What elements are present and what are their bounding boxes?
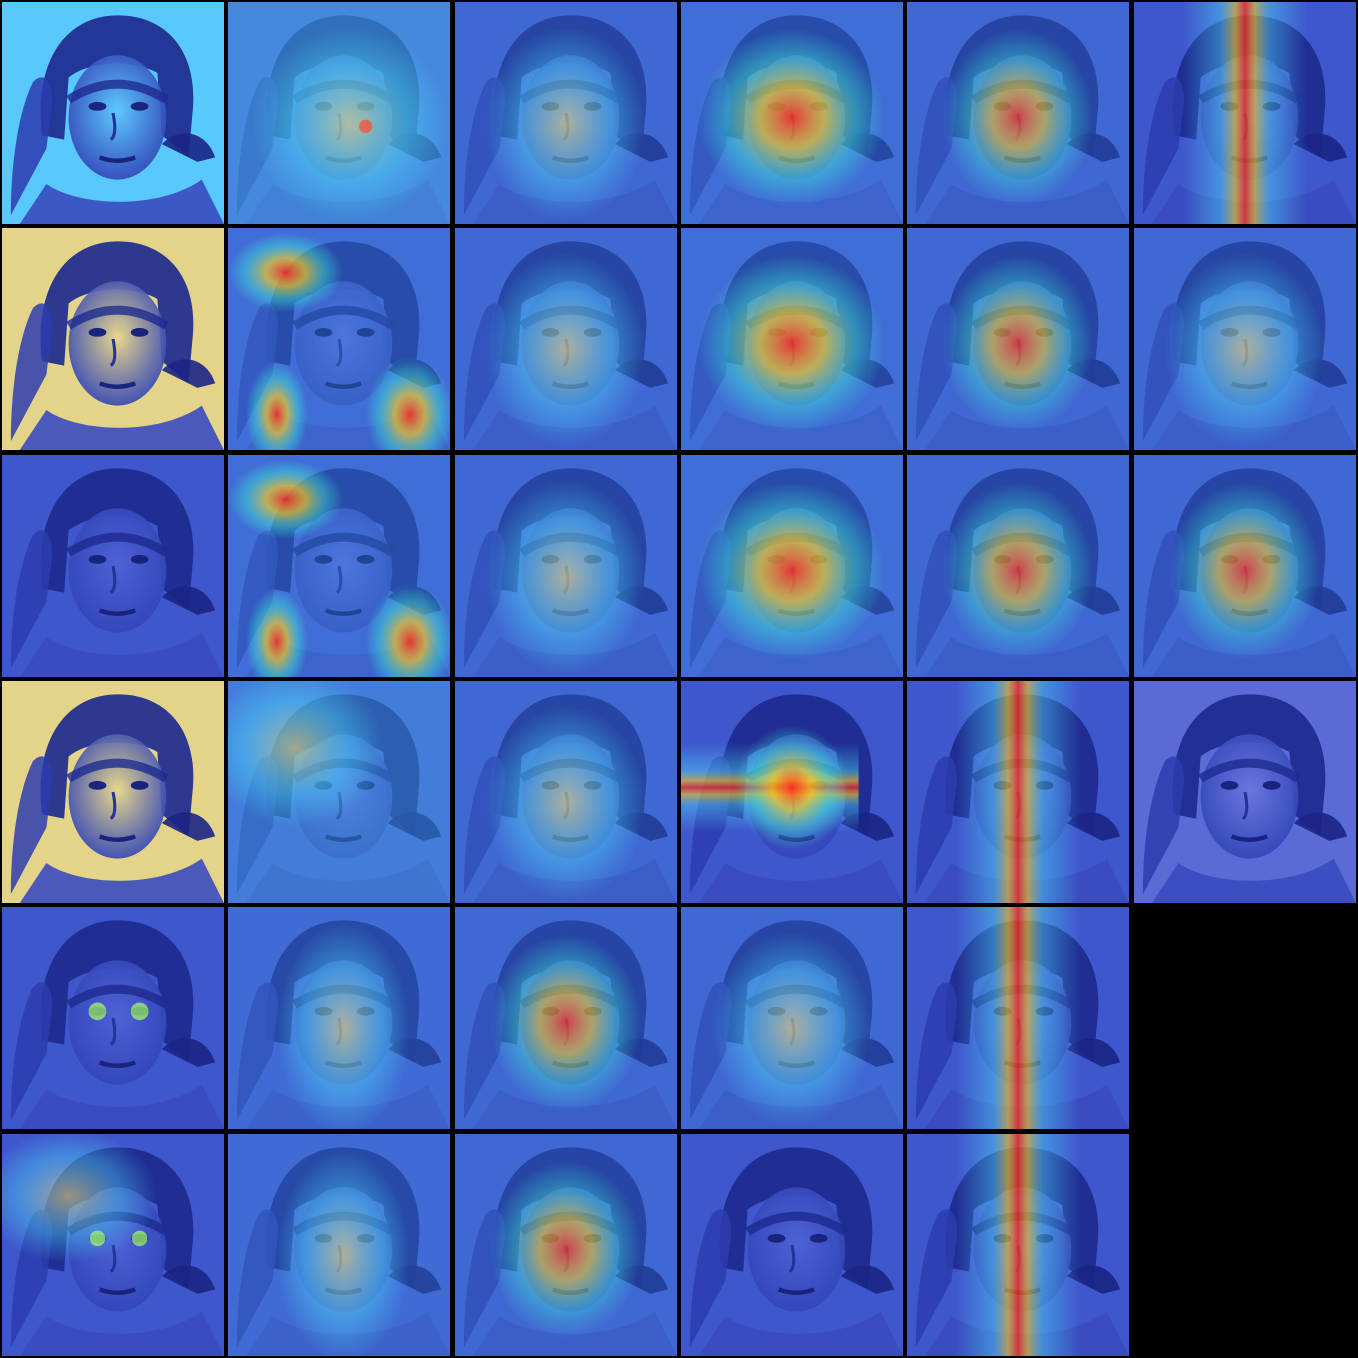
face-saliency-image (907, 681, 1129, 903)
heatmap-tile (228, 2, 450, 224)
heatmap-tile (228, 681, 450, 903)
face-saliency-image (2, 228, 224, 450)
heatmap-tile (2, 681, 224, 903)
heatmap-tile (681, 228, 903, 450)
heatmap-tile (228, 1134, 450, 1356)
face-saliency-image (228, 681, 450, 903)
face-saliency-image (228, 228, 450, 450)
face-saliency-image (2, 2, 224, 224)
face-saliency-image (228, 455, 450, 677)
face-saliency-image (907, 2, 1129, 224)
face-saliency-image (228, 907, 450, 1129)
heatmap-tile (907, 907, 1129, 1129)
heatmap-tile (455, 1134, 677, 1356)
heatmap-tile (1134, 2, 1356, 224)
heatmap-tile (907, 681, 1129, 903)
face-saliency-image (455, 228, 677, 450)
face-saliency-image (455, 907, 677, 1129)
face-saliency-image (2, 681, 224, 903)
heatmap-tile (455, 455, 677, 677)
face-saliency-image (1134, 228, 1356, 450)
face-saliency-image (2, 907, 224, 1129)
heatmap-tile (681, 1134, 903, 1356)
heatmap-tile (681, 455, 903, 677)
face-saliency-image (681, 907, 903, 1129)
heatmap-tile (681, 2, 903, 224)
face-saliency-image (228, 1134, 450, 1356)
face-saliency-image (907, 1134, 1129, 1356)
face-saliency-image (681, 455, 903, 677)
heatmap-tile (2, 1134, 224, 1356)
face-saliency-image (907, 907, 1129, 1129)
heatmap-tile (1134, 455, 1356, 677)
heatmap-tile (907, 455, 1129, 677)
heatmap-tile (455, 2, 677, 224)
face-saliency-image (455, 455, 677, 677)
face-saliency-image (2, 455, 224, 677)
face-saliency-image (681, 2, 903, 224)
heatmap-tile (681, 681, 903, 903)
empty-cell (1134, 907, 1356, 1129)
heatmap-tile (2, 907, 224, 1129)
heatmap-tile (228, 455, 450, 677)
face-saliency-image (681, 1134, 903, 1356)
heatmap-tile (2, 2, 224, 224)
face-saliency-image (907, 228, 1129, 450)
heatmap-tile (1134, 228, 1356, 450)
heatmap-tile (228, 228, 450, 450)
face-saliency-image (1134, 2, 1356, 224)
heatmap-tile (228, 907, 450, 1129)
heatmap-tile (2, 455, 224, 677)
heatmap-tile (907, 2, 1129, 224)
heatmap-tile (455, 681, 677, 903)
heatmap-tile (2, 228, 224, 450)
heatmap-tile (455, 228, 677, 450)
heatmap-tile (681, 907, 903, 1129)
face-saliency-image (1134, 455, 1356, 677)
face-saliency-image (681, 681, 903, 903)
face-saliency-image (455, 1134, 677, 1356)
face-saliency-image (2, 1134, 224, 1356)
heatmap-tile (455, 907, 677, 1129)
face-saliency-image (228, 2, 450, 224)
face-saliency-image (907, 455, 1129, 677)
heatmap-tile (907, 1134, 1129, 1356)
empty-cell (1134, 1134, 1356, 1356)
heatmap-tile (1134, 681, 1356, 903)
face-saliency-image (455, 2, 677, 224)
face-saliency-image (455, 681, 677, 903)
heatmap-tile (907, 228, 1129, 450)
face-saliency-image (681, 228, 903, 450)
face-saliency-image (1134, 681, 1356, 903)
